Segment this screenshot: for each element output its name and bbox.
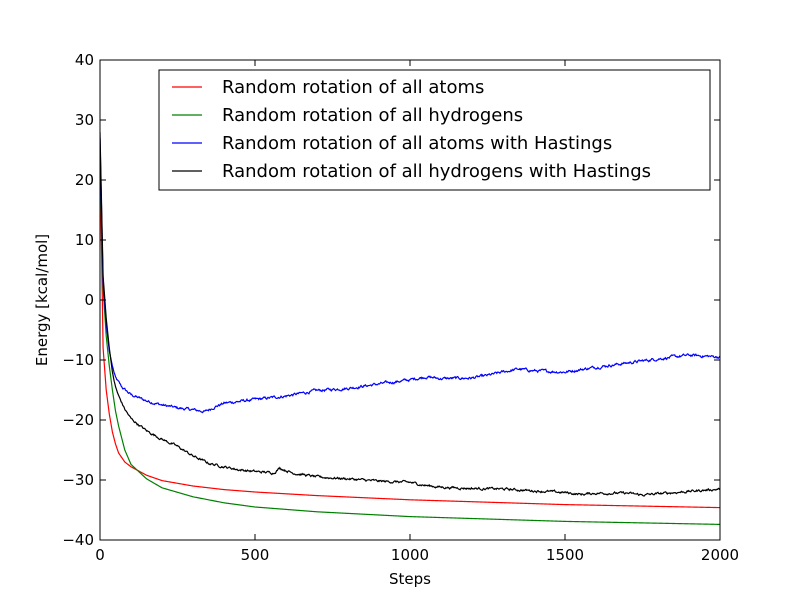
y-tick-label: 20 <box>75 171 94 189</box>
x-tick-label: 1500 <box>546 546 584 564</box>
tick-labels: 0 500 1000 1500 2000 40 30 20 10 0 −10 −20 −30 −40 <box>62 51 739 564</box>
y-tick-label: −20 <box>62 411 94 429</box>
y-tick-label: 0 <box>84 291 94 309</box>
x-axis-label: Steps <box>389 570 431 588</box>
x-tick-label: 2000 <box>701 546 739 564</box>
y-tick-label: 30 <box>75 111 94 129</box>
legend-label: Random rotation of all atoms <box>222 77 484 98</box>
y-tick-label: −10 <box>62 351 94 369</box>
x-tick-label: 1000 <box>391 546 429 564</box>
plot-area <box>100 131 720 525</box>
series-line-3 <box>100 137 720 414</box>
series-line-1 <box>100 149 720 509</box>
series-line-4 <box>100 131 720 497</box>
y-axis-label: Energy [kcal/mol] <box>33 234 51 366</box>
y-tick-label: −30 <box>62 471 94 489</box>
y-tick-label: −40 <box>62 531 94 549</box>
legend: Random rotation of all atoms Random rotat… <box>158 69 711 191</box>
legend-label: Random rotation of all hydrogens <box>222 105 523 126</box>
y-tick-label: 40 <box>75 51 94 69</box>
plot-frame <box>99 59 721 541</box>
legend-label: Random rotation of all atoms with Hastin… <box>222 133 612 154</box>
x-tick-label: 500 <box>241 546 270 564</box>
series-line-2 <box>100 149 720 525</box>
legend-box <box>158 69 711 191</box>
legend-label: Random rotation of all hydrogens with Ha… <box>222 161 651 182</box>
x-tick-label: 0 <box>95 546 105 564</box>
y-tick-label: 10 <box>75 231 94 249</box>
